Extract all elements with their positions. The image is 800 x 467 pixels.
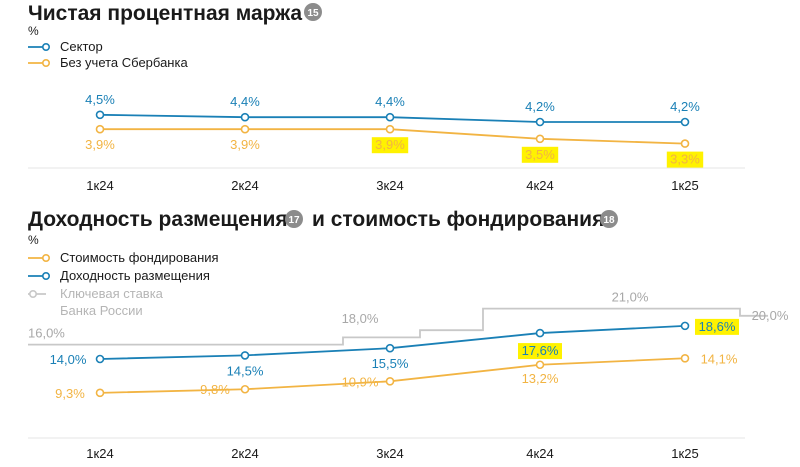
funding-title-badge — [600, 210, 618, 228]
point-orange-2к24 — [240, 384, 250, 394]
x-tick-label: 1к25 — [671, 446, 698, 461]
data-label-blue-2к24: 4,4% — [230, 94, 260, 109]
point-blue-4к24 — [535, 117, 545, 127]
point-blue-1к25 — [680, 321, 690, 331]
point-blue-3к24 — [385, 112, 395, 122]
data-label-blue-4к24: 4,2% — [525, 99, 555, 114]
label-highlight — [666, 151, 704, 168]
nim-title-badge — [304, 3, 322, 21]
data-label-orange-2к24: 9,8% — [200, 382, 230, 397]
point-blue-1к24 — [95, 110, 105, 120]
point-orange-1к24 — [95, 124, 105, 134]
data-label-orange-3к24: 10,9% — [342, 374, 379, 389]
nim-x-ticks: 1к24 2к24 3к24 4к24 1к25 — [86, 178, 698, 193]
key-rate-label: 20,0% — [752, 308, 789, 323]
label-highlight — [371, 137, 409, 154]
nim-chart: Чистая процентная маржа 15 % Сектор Без … — [28, 2, 745, 193]
point-blue-3к24 — [385, 343, 395, 353]
nim-legend-excl-sber: Без учета Сбербанка — [60, 55, 188, 70]
data-label-blue-1к25: 4,2% — [670, 99, 700, 114]
x-tick-label: 1к25 — [671, 178, 698, 193]
yield-legend-key-rate-line2: Банка России — [60, 303, 143, 318]
nim-chart-title: Чистая процентная маржа — [28, 2, 302, 25]
data-label-blue-3к24: 4,4% — [375, 94, 405, 109]
point-blue-4к24 — [535, 328, 545, 338]
data-label-blue-3к24: 15,5% — [372, 356, 409, 371]
data-label-orange-2к24: 3,9% — [230, 137, 260, 152]
yield-title-badge — [285, 210, 303, 228]
x-tick-label: 2к24 — [231, 178, 258, 193]
key-rate-label: 18,0% — [342, 311, 379, 326]
yield-legend-dot-key-rate — [28, 289, 37, 298]
nim-unit-label: % — [28, 24, 39, 38]
yield-legend-placement-yield: Доходность размещения — [60, 268, 210, 283]
nim-legend-dot-sector — [41, 42, 50, 51]
yield-x-ticks: 1к24 2к24 3к24 4к24 1к25 — [86, 446, 698, 461]
key-rate-line — [28, 307, 768, 346]
funding-title-badge-number: 18 — [603, 215, 615, 226]
nim-legend-sector: Сектор — [60, 39, 103, 54]
label-highlight — [518, 343, 562, 360]
data-label-blue-1к24: 14,0% — [50, 352, 87, 367]
yield-legend-dot-funding — [41, 254, 50, 263]
x-tick-label: 2к24 — [231, 446, 258, 461]
nim-legend: Сектор Без учета Сбербанка — [28, 39, 188, 70]
point-orange-4к24 — [535, 134, 545, 144]
data-label-orange-3к24: 3,9% — [375, 137, 405, 152]
data-label-orange-1к25: 3,3% — [670, 152, 700, 167]
yield-legend-dot-yield — [41, 271, 50, 280]
yield-chart-title-part2: и стоимость фондирования — [312, 208, 604, 231]
nim-data-labels: 4,5% 4,4% 4,4% 4,2% 4,2% 3,9% 3,9% 3,9% 3,5% 3,3% — [85, 92, 700, 167]
yield-title-badge-number: 17 — [288, 215, 300, 226]
data-label-orange-1к25: 14,1% — [701, 351, 738, 366]
key-rate-step-line: 16,0% 18,0% 21,0% 20,0% — [28, 290, 789, 346]
data-label-orange-1к24: 3,9% — [85, 137, 115, 152]
yield-label-highlights — [518, 318, 739, 360]
label-highlight — [695, 318, 739, 335]
key-rate-label: 16,0% — [28, 326, 65, 341]
nim-legend-dot-excl-sber — [41, 58, 50, 67]
yield-chart-title: Доходность размещения — [28, 208, 288, 231]
x-tick-label: 1к24 — [86, 178, 113, 193]
yield-legend-funding-cost: Стоимость фондирования — [60, 250, 219, 265]
x-tick-label: 1к24 — [86, 446, 113, 461]
label-highlight — [521, 146, 559, 163]
point-blue-1к24 — [95, 354, 105, 364]
yield-chart: Доходность размещения 17 и стоимость фон… — [28, 208, 789, 461]
data-label-blue-4к24: 17,6% — [522, 343, 559, 358]
data-label-blue-1к24: 4,5% — [85, 92, 115, 107]
nim-title-badge-number: 15 — [307, 8, 319, 19]
point-orange-4к24 — [535, 360, 545, 370]
point-blue-1к25 — [680, 117, 690, 127]
point-orange-2к24 — [240, 124, 250, 134]
yield-legend: Стоимость фондирования Доходность размещ… — [28, 250, 219, 318]
data-label-orange-4к24: 13,2% — [522, 371, 559, 386]
point-orange-1к24 — [95, 388, 105, 398]
data-label-blue-1к25: 18,6% — [699, 319, 736, 334]
yield-unit-label: % — [28, 233, 39, 247]
point-orange-3к24 — [385, 377, 395, 386]
point-orange-1к25 — [680, 353, 690, 363]
point-blue-2к24 — [240, 112, 250, 122]
yield-legend-key-rate-line1: Ключевая ставка — [60, 286, 164, 301]
yield-data-labels: 9,3% 9,8% 10,9% 13,2% 14,1% 14,0% 14,5% 15,5% 17… — [50, 319, 738, 401]
point-orange-3к24 — [385, 124, 395, 134]
data-label-blue-2к24: 14,5% — [227, 363, 264, 378]
x-tick-label: 3к24 — [376, 446, 403, 461]
x-tick-label: 4к24 — [526, 446, 553, 461]
nim-label-highlights — [371, 137, 704, 168]
data-label-orange-1к24: 9,3% — [55, 386, 85, 401]
data-label-orange-4к24: 3,5% — [525, 147, 555, 162]
x-tick-label: 4к24 — [526, 178, 553, 193]
key-rate-label: 21,0% — [612, 290, 649, 305]
point-orange-1к25 — [680, 139, 690, 148]
yield-points — [95, 321, 690, 398]
nim-points — [95, 110, 690, 148]
x-tick-label: 3к24 — [376, 178, 403, 193]
series-line-blue — [99, 324, 686, 360]
point-blue-2к24 — [240, 351, 250, 360]
